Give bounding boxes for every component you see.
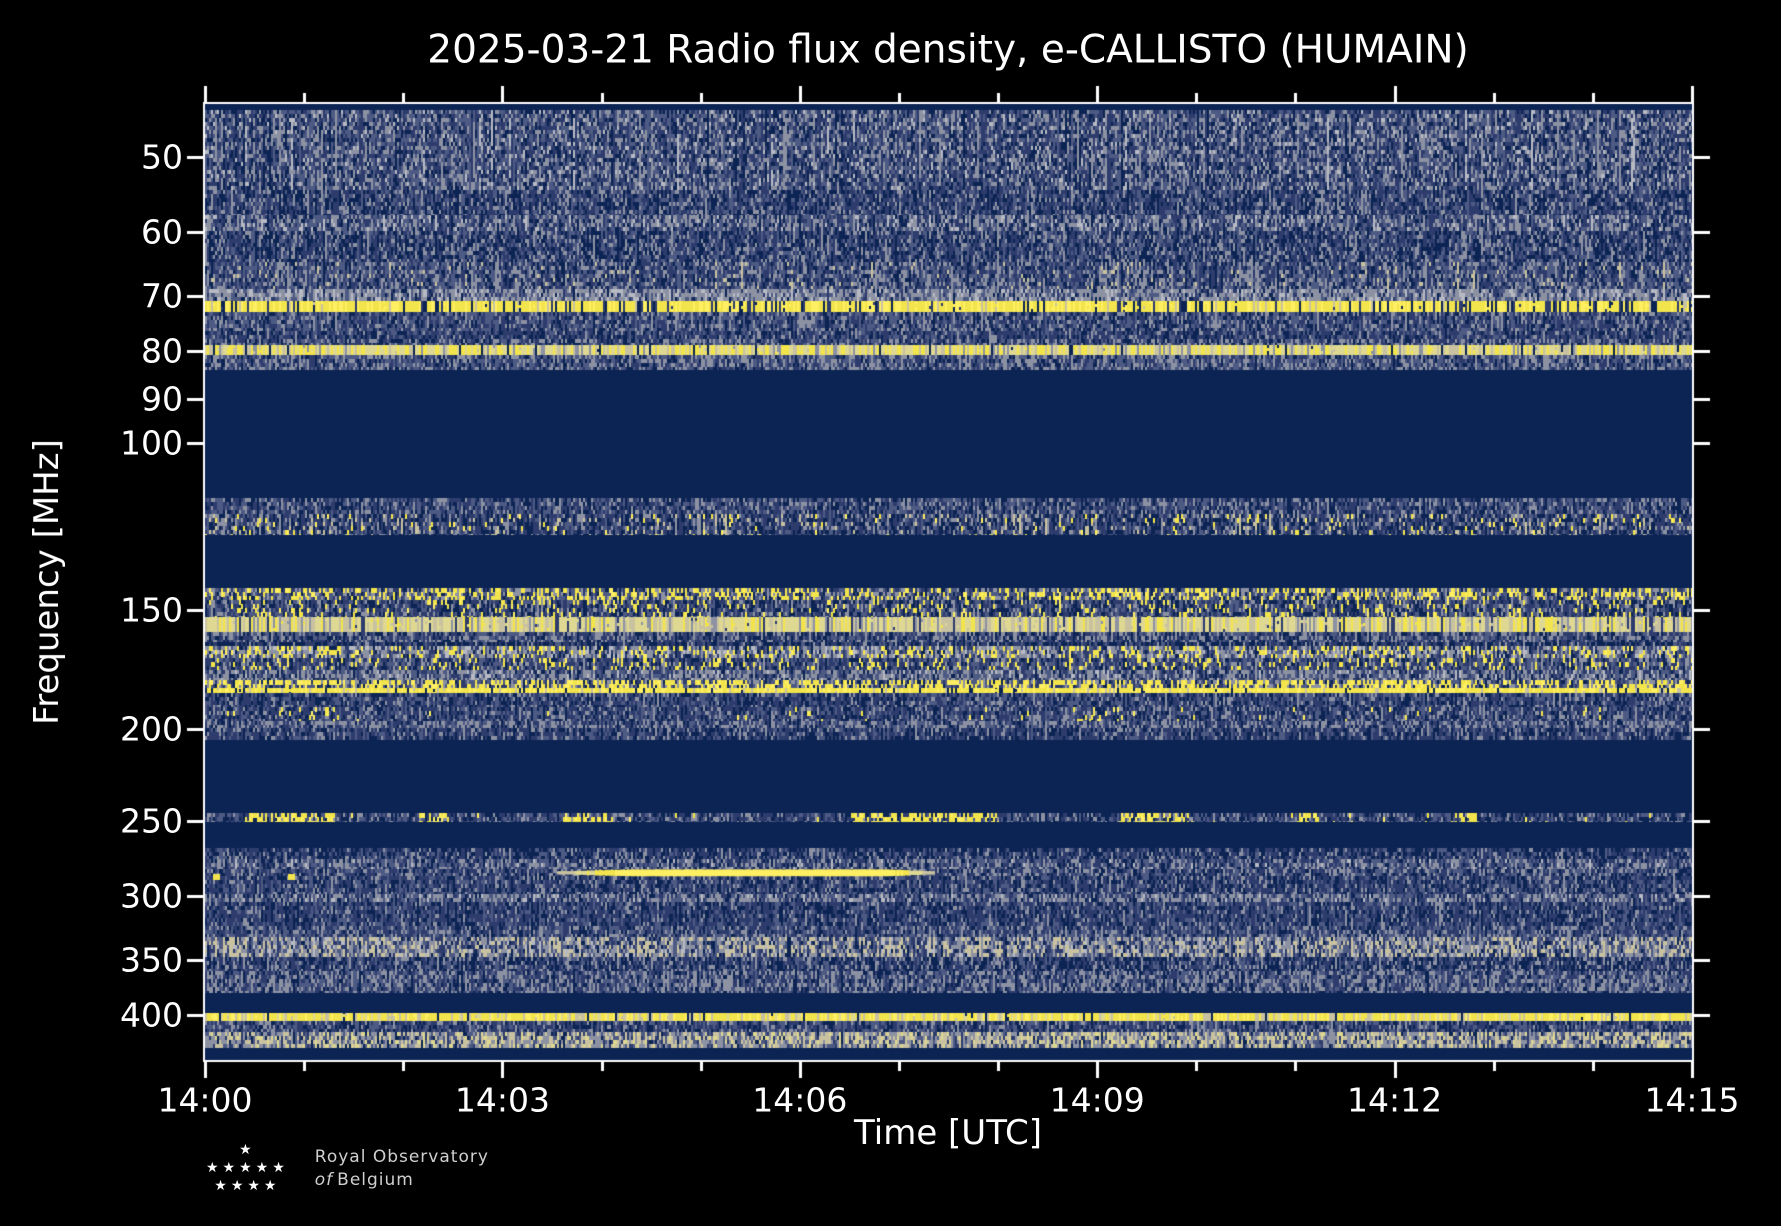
y-axis-label: Frequency [MHz]: [27, 439, 67, 725]
rob-logo-stars-icon: ★ ★★★★★ ★★★★: [206, 1141, 289, 1195]
y-tick-label: 70: [141, 276, 183, 316]
star-icon-row: ★★★★★: [206, 1160, 289, 1176]
rob-logo-line2: of Belgium: [315, 1169, 489, 1192]
y-tick-label: 300: [120, 876, 183, 916]
y-tick-label: 100: [120, 423, 183, 463]
y-tick-label: 200: [120, 709, 183, 749]
y-tick-label: 80: [141, 331, 183, 371]
star-icon-row: ★: [239, 1142, 256, 1158]
x-tick-label: 14:12: [1347, 1080, 1443, 1120]
y-tick-label: 90: [141, 379, 183, 419]
x-axis-label: Time [UTC]: [854, 1113, 1042, 1153]
x-tick-label: 14:15: [1644, 1080, 1740, 1120]
rob-logo-belgium: Belgium: [337, 1170, 414, 1190]
rob-logo: ★ ★★★★★ ★★★★ Royal Observatory of Belgium: [206, 1141, 489, 1195]
chart-title: 2025-03-21 Radio flux density, e-CALLIST…: [427, 27, 1469, 73]
y-tick-label: 60: [141, 212, 183, 252]
x-tick-label: 14:03: [454, 1080, 550, 1120]
x-tick-label: 14:00: [157, 1080, 253, 1120]
y-tick-label: 400: [120, 995, 183, 1035]
rob-logo-of: of: [314, 1170, 334, 1190]
y-tick-label: 50: [141, 137, 183, 177]
rob-logo-text: Royal Observatory of Belgium: [315, 1141, 489, 1195]
rob-logo-line1: Royal Observatory: [314, 1147, 489, 1167]
x-tick-label: 14:06: [752, 1080, 848, 1120]
x-tick-label: 14:09: [1049, 1080, 1145, 1120]
y-tick-label: 250: [120, 801, 183, 841]
star-icon-row: ★★★★: [214, 1178, 281, 1194]
y-tick-label: 350: [120, 940, 183, 980]
y-tick-label: 150: [120, 590, 183, 630]
